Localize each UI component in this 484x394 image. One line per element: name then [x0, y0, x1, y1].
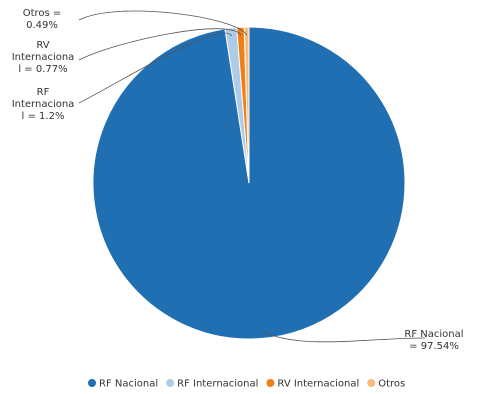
data-label-rf-nacional: RF Nacional = 97.54%	[404, 329, 463, 352]
data-label-rv-internacional: RV Internaciona l = 0.77%	[12, 40, 75, 75]
legend: RF Nacional RF Internacional RV Internacio…	[88, 379, 405, 390]
label-leader-lines	[78, 10, 426, 343]
legend-label-rf-internacional: RF Internacional	[177, 379, 258, 390]
legend-item-rf-internacional[interactable]: RF Internacional	[166, 379, 258, 390]
legend-marker-rf-nacional	[88, 379, 96, 387]
legend-label-otros: Otros	[378, 379, 405, 390]
legend-label-rf-nacional: RF Nacional	[99, 379, 158, 390]
legend-item-otros[interactable]: Otros	[367, 379, 405, 390]
data-label-otros: Otros = 0.49%	[23, 8, 62, 31]
legend-marker-otros	[367, 379, 376, 387]
pie-slices	[92, 26, 406, 340]
legend-item-rv-internacional[interactable]: RV Internacional	[266, 379, 359, 390]
data-label-rf-internacional: RF Internaciona l = 1.2%	[12, 87, 75, 122]
legend-item-rf-nacional[interactable]: RF Nacional	[88, 379, 158, 390]
leader-line-otros	[78, 10, 248, 36]
leader-line-rf-internacional	[78, 32, 233, 104]
slice-otros[interactable]	[243, 26, 250, 184]
slice-labels: RF Nacional = 97.54% RF Internaciona l = 1.2…	[12, 8, 464, 352]
legend-marker-rv-internacional	[266, 379, 275, 387]
legend-label-rv-internacional: RV Internacional	[277, 379, 359, 390]
legend-marker-rf-internacional	[166, 379, 175, 387]
leader-line-rf-nacional	[260, 330, 426, 343]
leader-line-rv-internacional	[78, 28, 242, 61]
